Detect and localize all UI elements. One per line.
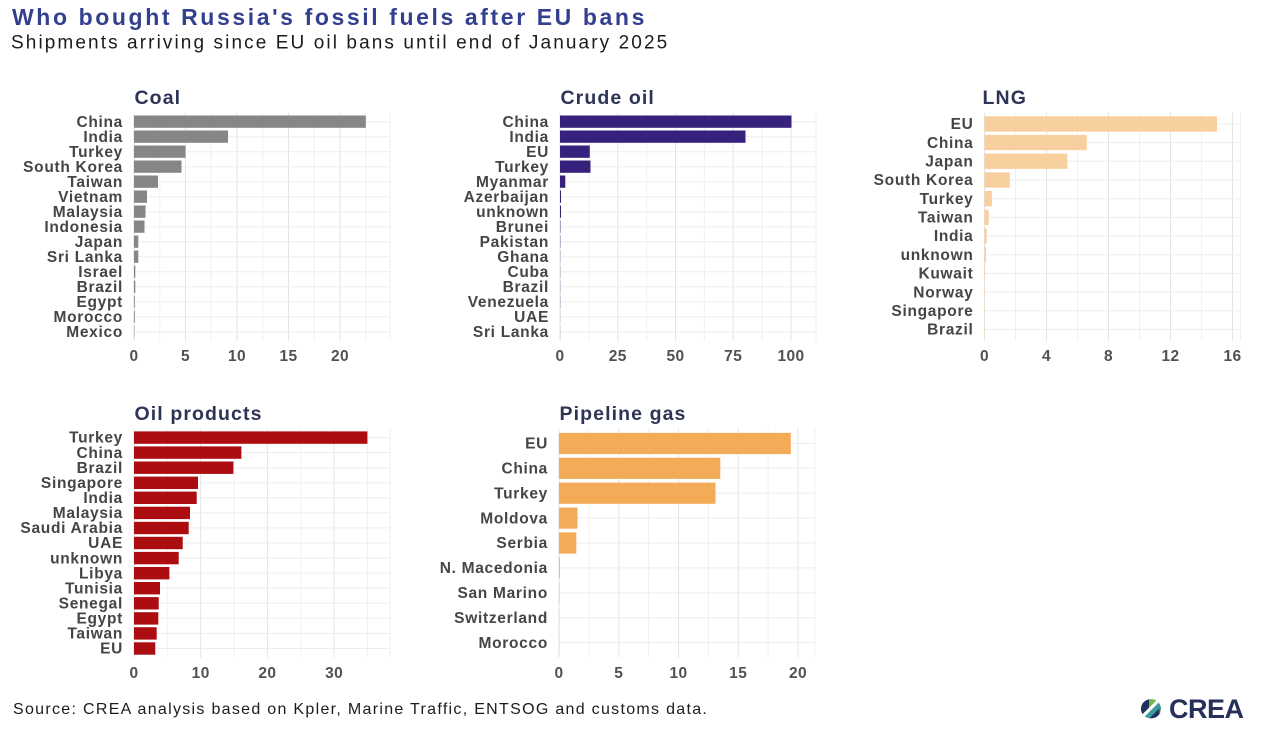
svg-text:10: 10 xyxy=(669,665,687,682)
svg-text:Turkey: Turkey xyxy=(69,430,123,447)
svg-text:0: 0 xyxy=(980,348,989,365)
svg-text:0: 0 xyxy=(554,665,563,682)
svg-text:20: 20 xyxy=(258,665,276,682)
svg-text:UAE: UAE xyxy=(514,309,549,326)
svg-text:0: 0 xyxy=(129,665,138,682)
svg-text:0: 0 xyxy=(129,348,138,365)
svg-text:Brazil: Brazil xyxy=(927,322,973,339)
svg-text:Turkey: Turkey xyxy=(69,144,123,161)
svg-text:CREA: CREA xyxy=(1169,694,1244,724)
svg-text:Turkey: Turkey xyxy=(920,191,974,208)
svg-text:Egypt: Egypt xyxy=(76,611,123,628)
svg-text:Oil products: Oil products xyxy=(135,403,263,425)
svg-text:Israel: Israel xyxy=(78,264,123,281)
svg-text:San Marino: San Marino xyxy=(457,585,548,602)
svg-text:EU: EU xyxy=(526,144,549,161)
svg-text:South Korea: South Korea xyxy=(874,172,974,189)
svg-text:5: 5 xyxy=(614,665,623,682)
svg-text:South Korea: South Korea xyxy=(23,159,123,176)
svg-text:Brazil: Brazil xyxy=(503,279,549,296)
svg-text:India: India xyxy=(83,490,123,507)
svg-text:unknown: unknown xyxy=(901,247,974,264)
svg-text:Azerbaijan: Azerbaijan xyxy=(464,189,549,206)
svg-text:75: 75 xyxy=(724,348,742,365)
svg-text:Who bought Russia's fossil fue: Who bought Russia's fossil fuels after E… xyxy=(12,4,647,30)
svg-text:Singapore: Singapore xyxy=(891,303,973,320)
svg-text:20: 20 xyxy=(331,348,349,365)
svg-text:Morocco: Morocco xyxy=(479,635,549,652)
svg-text:China: China xyxy=(501,461,548,478)
svg-text:EU: EU xyxy=(525,436,548,453)
svg-text:unknown: unknown xyxy=(50,550,123,567)
svg-text:Sri Lanka: Sri Lanka xyxy=(473,324,549,341)
svg-text:Mexico: Mexico xyxy=(66,324,123,341)
svg-text:Cuba: Cuba xyxy=(507,264,549,281)
svg-text:30: 30 xyxy=(325,665,343,682)
svg-text:5: 5 xyxy=(181,348,190,365)
svg-text:Pipeline gas: Pipeline gas xyxy=(560,403,687,425)
svg-text:Indonesia: Indonesia xyxy=(44,219,123,236)
svg-text:Taiwan: Taiwan xyxy=(918,210,974,227)
svg-text:China: China xyxy=(76,445,123,462)
svg-text:Senegal: Senegal xyxy=(59,596,123,613)
svg-text:Kuwait: Kuwait xyxy=(918,266,973,283)
svg-text:EU: EU xyxy=(951,116,974,133)
svg-text:Venezuela: Venezuela xyxy=(468,294,549,311)
svg-text:10: 10 xyxy=(228,348,246,365)
svg-text:China: China xyxy=(927,135,974,152)
svg-text:Egypt: Egypt xyxy=(76,294,123,311)
svg-text:Coal: Coal xyxy=(135,87,182,109)
svg-text:Saudi Arabia: Saudi Arabia xyxy=(20,520,123,537)
svg-text:Norway: Norway xyxy=(913,284,973,301)
svg-text:10: 10 xyxy=(192,665,210,682)
svg-text:China: China xyxy=(76,114,123,131)
svg-text:Brazil: Brazil xyxy=(77,460,123,477)
svg-text:Switzerland: Switzerland xyxy=(454,610,548,627)
svg-text:Malaysia: Malaysia xyxy=(53,204,123,221)
svg-text:Serbia: Serbia xyxy=(496,535,548,552)
svg-text:Malaysia: Malaysia xyxy=(53,505,123,522)
svg-text:Crude oil: Crude oil xyxy=(561,87,655,109)
svg-text:Brazil: Brazil xyxy=(77,279,123,296)
svg-text:Libya: Libya xyxy=(79,565,123,582)
svg-text:Japan: Japan xyxy=(75,234,123,251)
svg-text:UAE: UAE xyxy=(88,535,123,552)
svg-text:Taiwan: Taiwan xyxy=(67,174,123,191)
svg-text:China: China xyxy=(502,114,549,131)
svg-text:16: 16 xyxy=(1223,348,1241,365)
svg-text:Turkey: Turkey xyxy=(495,159,549,176)
svg-text:Myanmar: Myanmar xyxy=(476,174,549,191)
svg-text:EU: EU xyxy=(100,641,123,658)
svg-text:0: 0 xyxy=(555,348,564,365)
svg-text:Pakistan: Pakistan xyxy=(480,234,549,251)
svg-text:Brunei: Brunei xyxy=(496,219,549,236)
svg-text:Shipments arriving since EU oi: Shipments arriving since EU oil bans unt… xyxy=(11,33,669,54)
svg-text:LNG: LNG xyxy=(983,87,1027,109)
svg-text:100: 100 xyxy=(777,348,804,365)
svg-text:Japan: Japan xyxy=(925,154,973,171)
svg-text:Taiwan: Taiwan xyxy=(67,626,123,643)
svg-text:50: 50 xyxy=(666,348,684,365)
svg-text:4: 4 xyxy=(1042,348,1051,365)
svg-text:unknown: unknown xyxy=(476,204,549,221)
svg-text:12: 12 xyxy=(1161,348,1179,365)
svg-text:Turkey: Turkey xyxy=(494,485,548,502)
svg-text:Tunisia: Tunisia xyxy=(65,580,123,597)
svg-text:Source: CREA analysis based on: Source: CREA analysis based on Kpler, Ma… xyxy=(13,701,708,718)
svg-text:Ghana: Ghana xyxy=(497,249,549,266)
svg-text:15: 15 xyxy=(729,665,747,682)
svg-text:India: India xyxy=(83,129,123,146)
svg-text:8: 8 xyxy=(1104,348,1113,365)
svg-text:Sri Lanka: Sri Lanka xyxy=(47,249,123,266)
svg-text:Morocco: Morocco xyxy=(54,309,124,326)
svg-text:Vietnam: Vietnam xyxy=(58,189,123,206)
svg-text:20: 20 xyxy=(789,665,807,682)
svg-text:25: 25 xyxy=(609,348,627,365)
svg-text:India: India xyxy=(934,228,974,245)
svg-text:Singapore: Singapore xyxy=(41,475,123,492)
svg-text:India: India xyxy=(509,129,549,146)
svg-text:N. Macedonia: N. Macedonia xyxy=(440,560,548,577)
svg-text:Moldova: Moldova xyxy=(480,510,548,527)
svg-text:15: 15 xyxy=(279,348,297,365)
